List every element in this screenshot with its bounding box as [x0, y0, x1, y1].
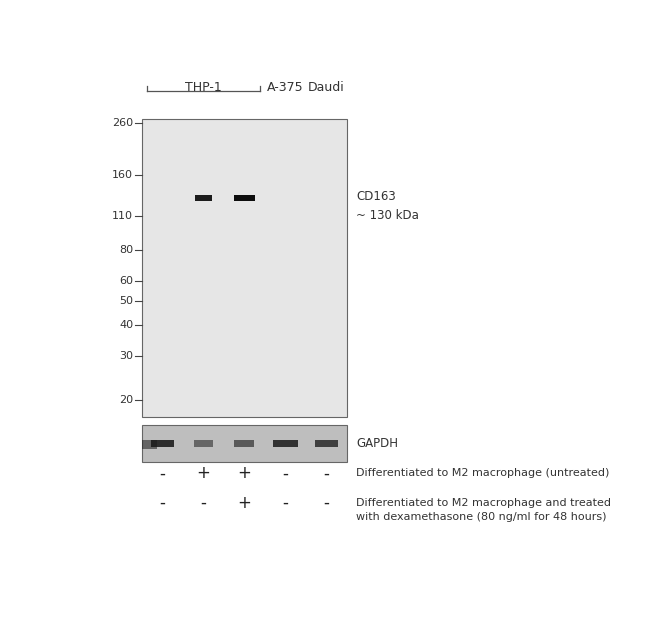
Text: +: + [237, 464, 252, 482]
Bar [273, 440, 298, 446]
Bar [233, 195, 255, 201]
Text: -: - [159, 494, 165, 512]
Text: +: + [237, 494, 252, 512]
Text: -: - [159, 464, 165, 482]
Text: Differentiated to M2 macrophage and treated
with dexamethasone (80 ng/ml for 48 : Differentiated to M2 macrophage and trea… [356, 498, 612, 522]
Text: -: - [283, 494, 289, 512]
Bar [142, 425, 347, 462]
Text: 160: 160 [112, 170, 133, 180]
Bar [315, 440, 338, 446]
Text: -: - [324, 494, 330, 512]
Text: 20: 20 [119, 394, 133, 404]
Bar [142, 119, 347, 417]
Text: Differentiated to M2 macrophage (untreated): Differentiated to M2 macrophage (untreat… [356, 468, 610, 478]
Text: -: - [283, 464, 289, 482]
Bar [151, 440, 174, 446]
Bar [234, 440, 254, 446]
Text: THP-1: THP-1 [185, 81, 222, 94]
Text: 110: 110 [112, 211, 133, 221]
Text: 80: 80 [119, 245, 133, 255]
Text: -: - [324, 464, 330, 482]
Bar [195, 195, 212, 200]
Text: -: - [200, 494, 206, 512]
Text: Daudi: Daudi [308, 81, 345, 94]
Text: 30: 30 [119, 351, 133, 361]
Text: +: + [196, 464, 210, 482]
Text: 60: 60 [119, 276, 133, 286]
Text: 50: 50 [119, 296, 133, 306]
Bar [194, 440, 213, 446]
Text: 260: 260 [112, 118, 133, 128]
Bar [142, 440, 157, 449]
Text: GAPDH: GAPDH [356, 436, 398, 450]
Text: 40: 40 [119, 320, 133, 330]
Text: CD163
~ 130 kDa: CD163 ~ 130 kDa [356, 190, 419, 221]
Text: A-375: A-375 [267, 81, 304, 94]
